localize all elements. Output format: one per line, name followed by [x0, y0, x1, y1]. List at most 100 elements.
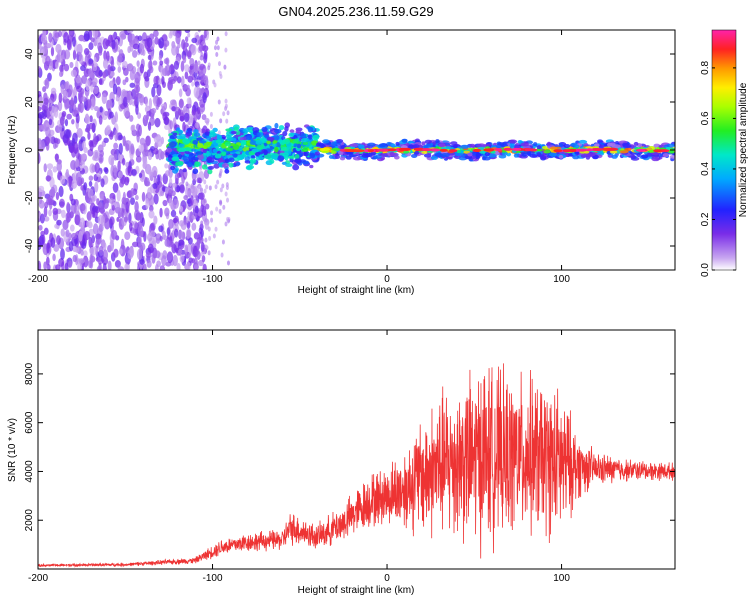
spectrogram-cell	[207, 65, 211, 71]
spectrogram-cell	[378, 143, 387, 148]
spectrogram-cell	[148, 65, 154, 74]
spectrogram-cell	[85, 99, 92, 109]
spectrogram-cell	[79, 203, 86, 212]
spectrogram-cell	[294, 154, 300, 160]
spectrogram-cell	[136, 212, 141, 221]
colorbar-tick-label: 0.2	[700, 212, 711, 226]
spectrogram-cell	[119, 30, 126, 38]
spectrogram-cell	[440, 153, 450, 158]
spectrogram-cell	[38, 224, 43, 231]
spectrogram-cell	[38, 111, 45, 119]
spectrogram-cell	[274, 122, 279, 129]
spectrogram-cell	[70, 203, 77, 214]
spectrogram-cell	[114, 111, 118, 123]
spectrogram-cell	[56, 235, 61, 245]
spectrogram-peak	[577, 148, 588, 152]
spectrogram-cell	[103, 137, 109, 144]
spectrogram-cell	[278, 125, 285, 131]
spectrogram-cell	[126, 30, 134, 34]
spectrogram-cell	[135, 155, 142, 163]
spectrogram-cell	[89, 115, 93, 123]
spectrogram-cell	[55, 153, 59, 163]
spectrogram-cell	[45, 175, 52, 182]
spectrogram-cell	[196, 177, 202, 184]
spectrogram-cell	[477, 143, 486, 148]
spectrogram-cell	[107, 64, 111, 76]
spectrogram-cell	[167, 184, 174, 195]
spectrogram-cell	[195, 194, 199, 200]
spectrogram-cell	[59, 64, 64, 73]
spectrogram-cell	[373, 154, 382, 159]
spectrogram-cell	[87, 188, 94, 199]
spectrogram-cell	[90, 37, 95, 43]
spectrogram-cell	[200, 75, 205, 83]
spectrogram-cell	[430, 155, 439, 160]
spectrogram-cell	[414, 150, 420, 155]
spectrogram-cell	[55, 264, 61, 270]
snr-x-tick-label: -100	[203, 573, 223, 584]
spectrogram-cell	[221, 183, 225, 189]
spectrogram-cell	[98, 50, 103, 56]
spectrogram-cell	[148, 169, 153, 177]
spectrogram-cell	[146, 37, 153, 48]
spectrogram-cell	[152, 60, 158, 66]
spectrogram-cell	[193, 101, 199, 112]
spectrogram-cell	[162, 199, 168, 207]
spectrogram-cell	[39, 234, 45, 247]
spectrogram-cell	[204, 237, 208, 243]
spectrogram-cell	[190, 44, 197, 56]
spectrogram-cell	[157, 148, 163, 161]
spectrogram-cell	[166, 227, 171, 236]
spectrogram-cell	[123, 216, 128, 223]
spectrogram-cell	[179, 205, 184, 212]
spectrogram-cell	[202, 263, 207, 270]
spectrogram-cell	[213, 163, 220, 169]
spectrogram-cell	[168, 197, 173, 207]
spectrogram-cell	[60, 84, 65, 95]
spectrogram-cell	[520, 142, 529, 147]
spectrogram-cell	[245, 135, 253, 141]
spectrogram-x-tick-label: -100	[203, 274, 223, 285]
spectrogram-cell	[319, 148, 326, 152]
spectrogram-cell	[218, 208, 222, 214]
spectrogram-cell	[467, 152, 473, 157]
spectrogram-cell	[66, 201, 70, 212]
spectrogram-peak	[503, 147, 513, 151]
spectrogram-cell	[74, 214, 80, 226]
spectrogram-cell	[224, 31, 228, 37]
spectrogram-cell	[178, 88, 183, 98]
spectrogram-cell	[40, 34, 48, 44]
spectrogram-cell	[78, 258, 85, 264]
spectrogram-cell	[152, 147, 159, 155]
spectrogram-cell	[163, 42, 167, 51]
spectrogram-peak	[448, 149, 458, 153]
spectrogram-x-label: Height of straight line (km)	[298, 285, 415, 296]
spectrogram-cell	[114, 259, 121, 268]
spectrogram-cell	[182, 121, 186, 132]
spectrogram-cell	[186, 229, 191, 239]
spectrogram-cell	[536, 152, 542, 157]
snr-y-tick-label: 6000	[24, 411, 35, 434]
spectrogram-cell	[69, 224, 75, 232]
spectrogram-cell	[70, 69, 78, 78]
spectrogram-cell	[138, 172, 143, 178]
spectrogram-cell	[132, 49, 138, 58]
spectrogram-cell	[44, 216, 50, 222]
spectrogram-cell	[207, 250, 211, 256]
spectrogram-cell	[151, 165, 158, 177]
spectrogram-cell	[118, 49, 124, 58]
spectrogram-cell	[221, 239, 225, 245]
spectrogram-cell	[198, 43, 204, 52]
spectrogram-cell	[55, 61, 59, 70]
spectrogram-cell	[123, 67, 129, 76]
spectrogram-cell	[109, 71, 115, 77]
spectrogram-cell	[44, 77, 50, 89]
spectrogram-cell	[630, 155, 637, 160]
spectrogram-cell	[127, 45, 132, 54]
spectrogram-cell	[179, 133, 186, 140]
spectrogram-cell	[210, 217, 214, 223]
spectrogram-cell	[48, 103, 52, 112]
spectrogram-cell	[69, 61, 74, 69]
spectrogram-cell	[172, 217, 178, 224]
spectrogram-cell	[298, 152, 304, 156]
